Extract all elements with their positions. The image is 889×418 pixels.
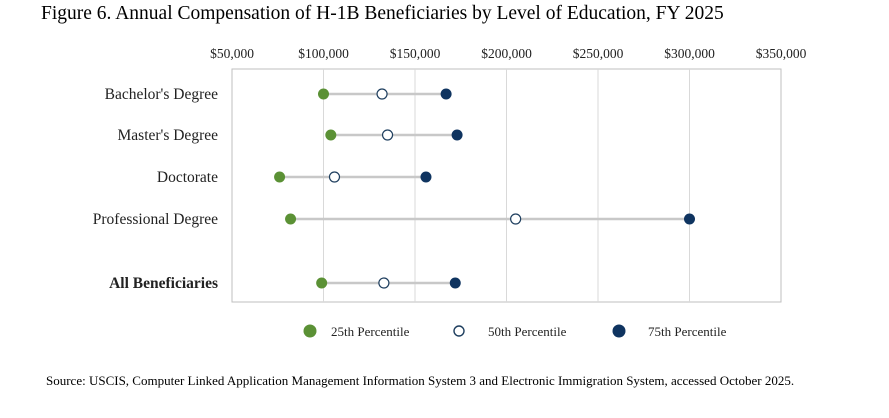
- gridlines: [323, 69, 690, 302]
- p50-point: [510, 213, 522, 225]
- p25-point: [325, 129, 337, 141]
- p25-point: [285, 213, 297, 225]
- category-label: All Beneficiaries: [109, 275, 218, 292]
- category-label: Doctorate: [157, 169, 218, 186]
- legend-marker-p50: [453, 325, 465, 337]
- x-tick-label: $250,000: [573, 46, 624, 61]
- x-tick-label: $50,000: [210, 46, 254, 61]
- chart-title: Figure 6. Annual Compensation of H-1B Be…: [41, 3, 724, 24]
- p75-point: [420, 171, 432, 183]
- category-labels: Bachelor's Degree Master's Degree Doctorat…: [93, 86, 218, 292]
- p75-point: [449, 277, 461, 289]
- p75-point: [440, 88, 452, 100]
- source-note: Source: USCIS, Computer Linked Applicati…: [46, 373, 795, 388]
- x-tick-label: $100,000: [298, 46, 349, 61]
- data-marks: [274, 88, 695, 289]
- p50-point: [378, 277, 390, 289]
- x-tick-label: $200,000: [481, 46, 532, 61]
- p25-point: [274, 171, 286, 183]
- x-axis-ticks: $50,000 $100,000 $150,000 $200,000 $250,000 $…: [210, 46, 807, 61]
- p25-point: [316, 277, 328, 289]
- legend-marker-p75: [612, 324, 626, 338]
- p75-point: [684, 213, 695, 225]
- dumbbell-chart: $50,000 $100,000 $150,000 $200,000 $250,000 $…: [93, 46, 807, 339]
- x-tick-label: $300,000: [664, 46, 715, 61]
- legend-label: 50th Percentile: [488, 324, 567, 339]
- category-label: Bachelor's Degree: [105, 86, 219, 103]
- legend-marker-p25: [303, 324, 317, 338]
- p75-point: [451, 129, 463, 141]
- p50-point: [376, 88, 388, 100]
- legend-label: 75th Percentile: [648, 324, 727, 339]
- legend-label: 25th Percentile: [331, 324, 410, 339]
- category-label: Professional Degree: [93, 211, 218, 228]
- p25-point: [318, 88, 329, 100]
- p50-point: [328, 171, 341, 183]
- legend: 25th Percentile 50th Percentile 75th Perce…: [303, 324, 727, 339]
- category-label: Master's Degree: [118, 127, 219, 144]
- x-tick-label: $150,000: [390, 46, 441, 61]
- x-tick-label: $350,000: [756, 46, 807, 61]
- p50-point: [381, 129, 394, 141]
